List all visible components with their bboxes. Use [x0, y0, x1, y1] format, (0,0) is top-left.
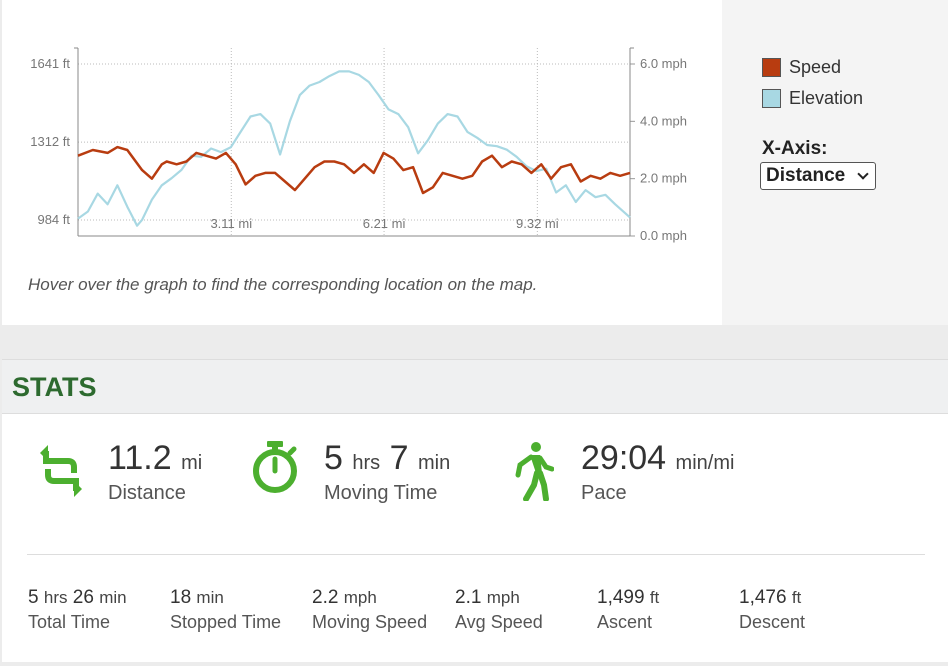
moving-speed-value: 2.2 [312, 587, 339, 608]
moving-speed-label: Moving Speed [312, 612, 428, 632]
route-arrows-icon [40, 445, 82, 497]
y-right-tick-label: 2.0 mph [640, 171, 687, 186]
y-right-tick-label: 6.0 mph [640, 56, 687, 71]
y-left-tick-label: 1312 ft [30, 134, 70, 149]
chevron-down-icon [857, 167, 869, 180]
stats-header: STATS [2, 359, 948, 414]
distance-value: 11.2 [108, 439, 172, 477]
stopped-time-unit: min [196, 588, 224, 607]
stopped-time-stat: 18 min Stopped Time [170, 587, 281, 633]
ascent-unit: ft [649, 588, 660, 607]
total-time-min: 26 [72, 587, 94, 608]
y-left-tick-label: 984 ft [37, 212, 70, 227]
avg-speed-unit: mph [486, 588, 520, 607]
stats-title: STATS [12, 372, 97, 402]
stats-card: STATS 11.2 mi Distance 5 hrs 7 min Movin… [2, 359, 948, 662]
distance-unit: mi [181, 452, 203, 474]
legend-item-speed[interactable]: Speed [762, 52, 863, 83]
hiker-icon [515, 442, 554, 501]
descent-stat: 1,476 ft Descent [739, 587, 805, 633]
series-line-speed [77, 145, 631, 195]
pace-label: Pace [581, 482, 627, 504]
y-right-tick-label: 4.0 mph [640, 113, 687, 128]
series-line-elevation [77, 70, 631, 227]
descent-unit: ft [791, 588, 802, 607]
xaxis-select[interactable]: Distance [760, 162, 876, 190]
x-tick-label: 3.11 mi [210, 216, 252, 231]
total-time-hrs: 5 [28, 587, 39, 608]
moving-speed-unit: mph [343, 588, 377, 607]
descent-value: 1,476 [739, 587, 787, 608]
pace-unit: min/mi [675, 452, 735, 474]
chart-side-panel: Speed Elevation X-Axis: Distance [722, 0, 948, 325]
moving-time-min: 7 [389, 439, 409, 477]
elevation-speed-chart[interactable]: 984 ft 1312 ft 1641 ft 0.0 mph 2.0 mph 4.0 mp… [2, 0, 722, 270]
total-time-min-unit: min [99, 588, 127, 607]
legend-label-speed: Speed [789, 57, 842, 77]
avg-speed-value: 2.1 [455, 587, 482, 608]
total-time-stat: 5 hrs 26 min Total Time [28, 587, 127, 633]
stopped-time-value: 18 [170, 587, 192, 608]
avg-speed-stat: 2.1 mph Avg Speed [455, 587, 543, 633]
elevation-speed-chart-card: 984 ft 1312 ft 1641 ft 0.0 mph 2.0 mph 4.0 mp… [2, 0, 948, 325]
chart-legend: Speed Elevation [762, 52, 863, 114]
pace-stat: 29:04 min/mi Pace [581, 439, 734, 505]
speed-swatch [762, 58, 781, 77]
xaxis-label: X-Axis: [762, 138, 828, 159]
x-tick-label: 9.32 mi [516, 216, 559, 231]
moving-time-label: Moving Time [324, 482, 438, 504]
stopwatch-icon [253, 441, 297, 493]
y-right-tick-label: 0.0 mph [640, 228, 687, 243]
moving-time-hrs: 5 [324, 439, 343, 477]
ascent-stat: 1,499 ft Ascent [597, 587, 659, 633]
y-left-tick-label: 1641 ft [30, 56, 70, 71]
elevation-swatch [762, 89, 781, 108]
avg-speed-label: Avg Speed [455, 612, 543, 632]
total-time-label: Total Time [28, 612, 111, 632]
moving-time-hrs-unit: hrs [352, 452, 381, 474]
distance-stat: 11.2 mi Distance [108, 439, 202, 505]
total-time-hrs-unit: hrs [43, 588, 68, 607]
moving-speed-stat: 2.2 mph Moving Speed [312, 587, 427, 633]
distance-label: Distance [108, 482, 186, 504]
chart-hover-hint: Hover over the graph to find the corresp… [28, 275, 538, 294]
legend-item-elevation[interactable]: Elevation [762, 83, 863, 114]
pace-value: 29:04 [581, 439, 667, 477]
ascent-value: 1,499 [597, 587, 645, 608]
ascent-label: Ascent [597, 612, 653, 632]
moving-time-stat: 5 hrs 7 min Moving Time [324, 439, 450, 505]
moving-time-min-unit: min [418, 452, 451, 474]
stopped-time-label: Stopped Time [170, 612, 282, 632]
stats-divider [27, 554, 925, 555]
descent-label: Descent [739, 612, 806, 632]
legend-label-elevation: Elevation [789, 88, 864, 108]
x-tick-label: 6.21 mi [363, 216, 406, 231]
xaxis-selected-value: Distance [766, 165, 846, 186]
